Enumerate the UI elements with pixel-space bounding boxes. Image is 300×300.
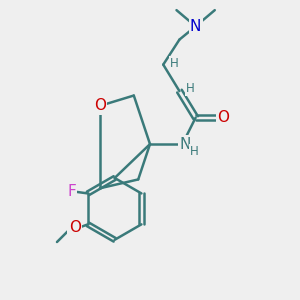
Text: O: O <box>69 220 81 235</box>
Text: O: O <box>218 110 230 125</box>
Text: H: H <box>190 145 199 158</box>
Text: N: N <box>179 136 190 152</box>
Text: O: O <box>94 98 106 113</box>
Text: H: H <box>186 82 195 95</box>
Text: H: H <box>170 57 179 70</box>
Text: F: F <box>67 184 76 200</box>
Text: N: N <box>190 19 201 34</box>
